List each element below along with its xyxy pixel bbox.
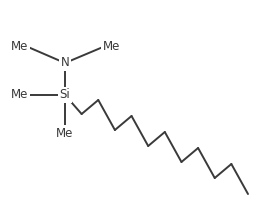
Text: Me: Me [11,88,28,101]
Text: Si: Si [60,88,70,101]
Text: Me: Me [103,41,120,54]
Text: Me: Me [11,41,28,54]
Text: N: N [61,56,69,70]
Text: Me: Me [56,127,74,140]
